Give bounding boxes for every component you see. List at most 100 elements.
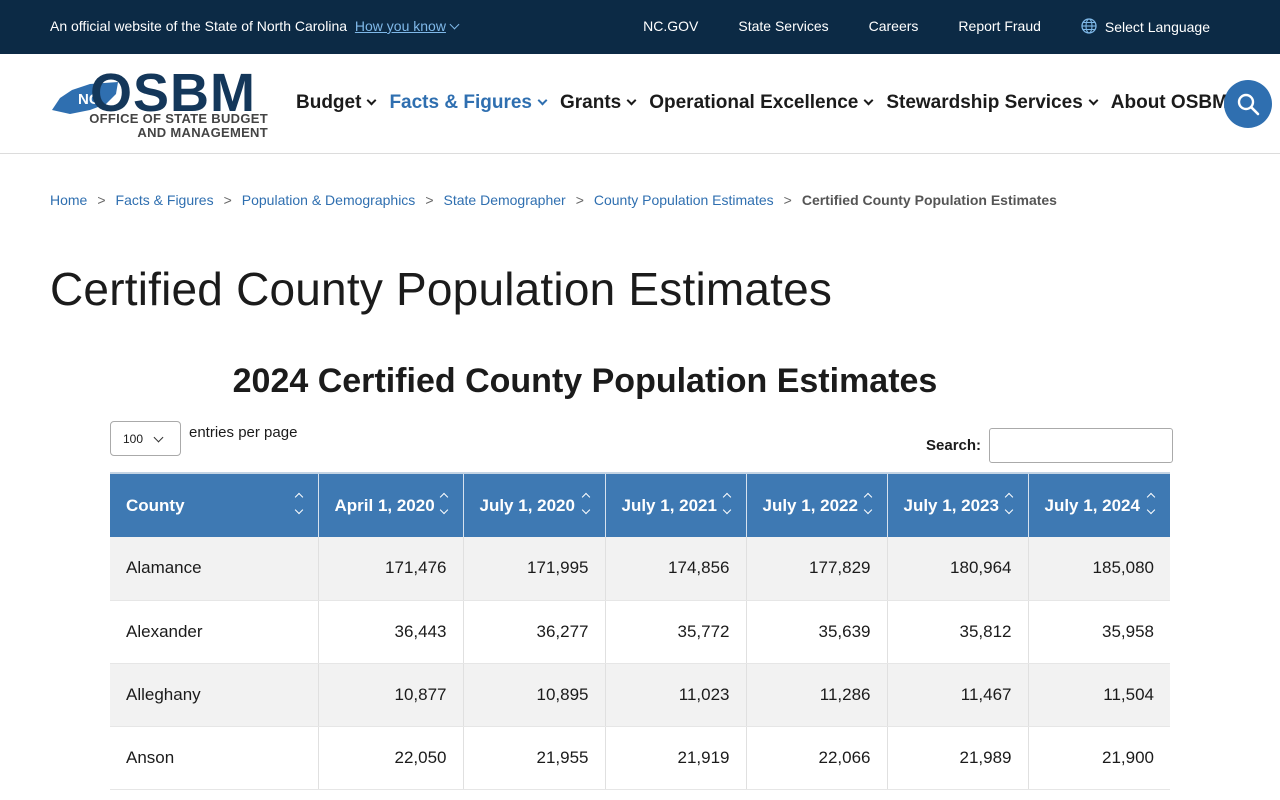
column-header-july-1-2021[interactable]: July 1, 2021 [605, 472, 747, 537]
breadcrumb-current: Certified County Population Estimates [801, 192, 1057, 208]
state-services-link[interactable]: State Services [738, 18, 829, 34]
population-cell: 21,989 [887, 726, 1029, 790]
table-search: Search: [926, 428, 1174, 463]
table-search-label: Search: [926, 437, 982, 454]
breadcrumb-home[interactable]: Home [50, 192, 88, 208]
select-language-button[interactable]: Select Language [1081, 18, 1210, 35]
table-row: Anson 22,050 21,955 21,919 22,066 21,989… [110, 726, 1170, 790]
population-cell: 36,443 [318, 600, 464, 664]
logo-badge-text: NC [78, 91, 100, 108]
how-you-know-link[interactable]: How you know [355, 18, 460, 34]
population-cell: 21,919 [605, 726, 747, 790]
logo-subtitle: OFFICE OF STATE BUDGET AND MANAGEMENT [89, 111, 268, 140]
column-header-july-1-2022[interactable]: July 1, 2022 [746, 472, 888, 537]
main-nav: Budget Facts & Figures Grants Operationa… [296, 92, 1244, 114]
breadcrumb-separator: > [783, 192, 792, 208]
population-cell: 10,877 [318, 663, 464, 727]
osbm-logo[interactable]: NC OSBM OFFICE OF STATE BUDGET AND MANAG… [50, 63, 270, 144]
sort-icon [294, 492, 304, 518]
globe-icon [1081, 18, 1097, 34]
sort-icon [1146, 492, 1156, 518]
population-cell: 177,829 [746, 537, 888, 601]
select-language-label: Select Language [1104, 19, 1210, 35]
county-name-cell: Alamance [110, 537, 319, 601]
breadcrumb: Home > Facts & Figures > Population & De… [50, 192, 1057, 208]
site-search-button[interactable] [1224, 80, 1272, 128]
population-cell: 11,023 [605, 663, 747, 727]
entries-per-page-control: 100 entries per page [110, 421, 297, 456]
entries-per-page-value: 100 [123, 431, 144, 446]
breadcrumb-separator: > [575, 192, 584, 208]
nav-stewardship-services[interactable]: Stewardship Services [886, 92, 1099, 114]
nav-budget[interactable]: Budget [296, 92, 377, 114]
county-name-cell: Alleghany [110, 663, 319, 727]
column-header-july-1-2020[interactable]: July 1, 2020 [463, 472, 606, 537]
table-search-input[interactable] [989, 428, 1174, 463]
table-title: 2024 Certified County Population Estimat… [232, 362, 938, 400]
nav-facts-figures[interactable]: Facts & Figures [389, 92, 548, 114]
sort-icon [581, 492, 591, 518]
logo-wordmark: OSBM [90, 63, 256, 123]
population-cell: 35,812 [887, 600, 1029, 664]
entries-per-page-select[interactable]: 100 [110, 421, 181, 456]
county-name-cell: Anson [110, 726, 319, 790]
official-banner: An official website of the State of Nort… [0, 0, 1280, 54]
nav-grants[interactable]: Grants [560, 92, 637, 114]
population-cell: 171,476 [318, 537, 464, 601]
population-cell: 11,286 [746, 663, 888, 727]
breadcrumb-facts-figures[interactable]: Facts & Figures [115, 192, 214, 208]
nc-gov-link[interactable]: NC.GOV [643, 18, 699, 34]
chevron-down-icon [626, 95, 637, 105]
column-header-county[interactable]: County [110, 472, 319, 537]
breadcrumb-state-demographer[interactable]: State Demographer [443, 192, 566, 208]
chevron-down-icon [863, 95, 874, 105]
chevron-down-icon [1088, 95, 1099, 105]
careers-link[interactable]: Careers [868, 18, 919, 34]
site-header: NC OSBM OFFICE OF STATE BUDGET AND MANAG… [0, 54, 1280, 154]
population-cell: 22,050 [318, 726, 464, 790]
column-header-july-1-2023[interactable]: July 1, 2023 [887, 472, 1029, 537]
breadcrumb-county-population-estimates[interactable]: County Population Estimates [593, 192, 774, 208]
population-cell: 21,900 [1028, 726, 1170, 790]
sort-icon [722, 492, 732, 518]
population-cell: 174,856 [605, 537, 747, 601]
column-header-july-1-2024[interactable]: July 1, 2024 [1028, 472, 1170, 537]
search-icon [1237, 93, 1260, 116]
sort-icon [1004, 492, 1014, 518]
breadcrumb-separator: > [223, 192, 232, 208]
chevron-down-icon [537, 95, 548, 105]
population-cell: 36,277 [463, 600, 606, 664]
population-cell: 35,772 [605, 600, 747, 664]
table-row: Alamance 171,476 171,995 174,856 177,829… [110, 537, 1170, 601]
nav-about-osbm[interactable]: About OSBM [1111, 92, 1244, 114]
county-population-table: County April 1, 2020 July 1, 2020 July 1… [110, 472, 1170, 790]
chevron-down-icon [366, 95, 377, 105]
sort-icon [439, 492, 449, 518]
chevron-down-icon [449, 19, 460, 30]
breadcrumb-population-demographics[interactable]: Population & Demographics [241, 192, 416, 208]
page-title: Certified County Population Estimates [50, 263, 833, 315]
report-fraud-link[interactable]: Report Fraud [958, 18, 1041, 34]
population-cell: 171,995 [463, 537, 606, 601]
official-text: An official website of the State of Nort… [50, 18, 348, 34]
population-cell: 22,066 [746, 726, 888, 790]
breadcrumb-separator: > [425, 192, 434, 208]
population-cell: 21,955 [463, 726, 606, 790]
population-cell: 35,958 [1028, 600, 1170, 664]
table-header-row: County April 1, 2020 July 1, 2020 July 1… [110, 472, 1170, 537]
nav-operational-excellence[interactable]: Operational Excellence [649, 92, 874, 114]
breadcrumb-separator: > [97, 192, 106, 208]
county-name-cell: Alexander [110, 600, 319, 664]
entries-per-page-label: entries per page [189, 424, 298, 441]
table-row: Alleghany 10,877 10,895 11,023 11,286 11… [110, 663, 1170, 727]
nc-state-shape-icon: NC [52, 82, 118, 114]
sort-icon [863, 492, 873, 518]
population-cell: 35,639 [746, 600, 888, 664]
column-header-april-1-2020[interactable]: April 1, 2020 [318, 472, 464, 537]
population-cell: 180,964 [887, 537, 1029, 601]
table-row: Alexander 36,443 36,277 35,772 35,639 35… [110, 600, 1170, 664]
utility-links: NC.GOV State Services Careers Report Fra… [643, 18, 1210, 35]
population-cell: 10,895 [463, 663, 606, 727]
chevron-down-icon [153, 432, 164, 443]
population-cell: 11,504 [1028, 663, 1170, 727]
